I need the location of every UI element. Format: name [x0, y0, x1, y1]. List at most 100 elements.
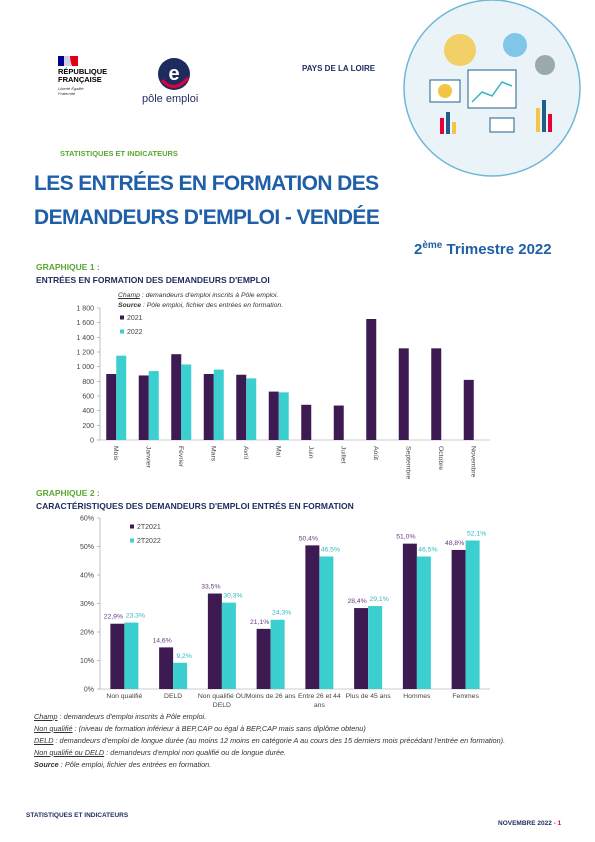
chart-note: Source : Pôle emploi, fichier des entrée…	[118, 302, 283, 309]
bar	[106, 374, 117, 440]
section: STATISTIQUES ET INDICATEURS	[60, 149, 178, 158]
bar	[171, 354, 182, 440]
quarter-sup: ème	[422, 240, 443, 251]
notes: Champ : demandeurs d'emploi inscrits à P…	[34, 712, 554, 772]
note: Non qualifié ou DELD : demandeurs d'empl…	[34, 748, 554, 758]
value-label: 52,1%	[467, 531, 486, 538]
note-text: : demandeurs d'emploi de longue durée (a…	[53, 736, 506, 745]
x-tick-label: Août	[372, 446, 379, 460]
bar	[138, 375, 149, 440]
pole-emploi: pôle emploi	[142, 93, 199, 105]
y-tick-label: 1 400	[76, 335, 94, 342]
y-tick-label: 1 000	[76, 364, 94, 371]
y-tick-label: 0%	[84, 687, 94, 694]
note: Source : Pôle emploi, fichier des entrée…	[34, 760, 554, 770]
bar	[116, 355, 127, 440]
note-term: Source	[118, 302, 142, 309]
y-tick-label: 40%	[80, 573, 94, 580]
x-tick-label: Avril	[242, 446, 249, 460]
value-label: 29,1%	[369, 596, 388, 603]
bar	[221, 602, 236, 689]
x-tick-label: Non qualifié OU DELD	[197, 693, 246, 709]
footer-date: NOVEMBRE 2022	[498, 820, 552, 827]
note-text: : (niveau de formation inférieur à BEP,C…	[72, 724, 366, 733]
x-tick-label: Juillet	[339, 446, 346, 463]
title: DEMANDEURS D'EMPLOI - VENDÉE	[34, 206, 380, 229]
y-tick-label: 800	[82, 379, 94, 386]
value-label: 33,5%	[201, 584, 220, 591]
footer-right: NOVEMBRE 2022 - 1	[498, 812, 561, 830]
chart-label: GRAPHIQUE 1 :	[36, 262, 100, 272]
x-tick-label: Hommes	[403, 693, 431, 700]
y-tick-label: 20%	[80, 630, 94, 637]
legend-swatch	[130, 524, 134, 529]
footer-page: - 1	[551, 820, 562, 827]
y-tick-label: 1 800	[76, 306, 94, 313]
x-tick-label: Moins de 26 ans	[245, 693, 296, 700]
x-tick-label: Mars	[209, 446, 216, 462]
bar	[278, 392, 289, 440]
quarter: 2ème Trimestre 2022	[414, 240, 552, 258]
title: LES ENTRÉES EN FORMATION DES	[34, 172, 379, 195]
note-term: Champ	[34, 712, 58, 721]
value-label: 22,9%	[104, 614, 123, 621]
bar	[463, 379, 474, 440]
value-label: 28,4%	[347, 598, 366, 605]
value-label: 46,5%	[321, 546, 340, 553]
pole-emploi-logo: e	[158, 58, 190, 90]
bar	[398, 348, 409, 440]
bar	[451, 549, 466, 689]
bar	[159, 647, 174, 689]
value-label: 30,3%	[223, 593, 242, 600]
chart-note: Champ : demandeurs d'emploi inscrits à P…	[118, 292, 278, 299]
legend-label: 2T2021	[137, 524, 161, 531]
note-term: Non qualifié	[34, 724, 73, 733]
x-tick-label: Plus de 45 ans	[345, 693, 391, 700]
bar	[368, 606, 383, 689]
note-text: : Pôle emploi, fichier des entrées en fo…	[141, 302, 284, 309]
y-tick-label: 600	[82, 394, 94, 401]
legend-label: 2021	[127, 315, 143, 322]
x-tick-label: Femmes	[452, 693, 479, 700]
footer-left: STATISTIQUES ET INDICATEURS	[26, 812, 129, 819]
bar	[181, 364, 192, 440]
marianne-logo	[58, 56, 78, 66]
note-term: Source	[34, 760, 59, 769]
bar	[246, 378, 257, 440]
x-tick-label: Septembre	[404, 446, 411, 479]
bar	[124, 622, 139, 689]
bar	[236, 374, 247, 440]
legend-swatch	[120, 329, 124, 334]
note: Non qualifié : (niveau de formation infé…	[34, 724, 554, 734]
y-tick-label: 10%	[80, 658, 94, 665]
note-term: Non qualifié ou DELD	[34, 748, 105, 757]
value-label: 21,1%	[250, 619, 269, 626]
bar	[110, 623, 125, 689]
x-tick-label: Octobre	[437, 446, 444, 470]
region: PAYS DE LA LOIRE	[302, 64, 376, 73]
x-tick-label: Novembre	[469, 446, 476, 478]
y-tick-label: 60%	[80, 516, 94, 523]
bar	[203, 374, 214, 440]
bar	[268, 391, 279, 440]
note: DELD : demandeurs d'emploi de longue dur…	[34, 736, 554, 746]
x-tick-label: DELD	[164, 693, 183, 700]
x-tick-label: Janvier	[144, 446, 151, 469]
note-text: : demandeurs d'emploi inscrits à Pôle em…	[139, 292, 279, 299]
y-tick-label: 400	[82, 408, 94, 415]
bar	[402, 543, 417, 689]
x-tick-label: Mai	[274, 446, 281, 457]
bar	[465, 540, 480, 689]
bar	[148, 371, 159, 440]
x-tick-label: Mois	[112, 446, 119, 461]
bar	[213, 369, 224, 440]
value-label: 23,3%	[126, 613, 145, 620]
value-label: 46,5%	[418, 546, 437, 553]
bar	[256, 628, 271, 689]
note-term: Champ	[118, 292, 140, 299]
x-tick-label: Février	[177, 446, 184, 468]
bar	[270, 619, 285, 689]
bar	[319, 556, 334, 689]
y-tick-label: 30%	[80, 601, 94, 608]
y-tick-label: 1 600	[76, 320, 94, 327]
